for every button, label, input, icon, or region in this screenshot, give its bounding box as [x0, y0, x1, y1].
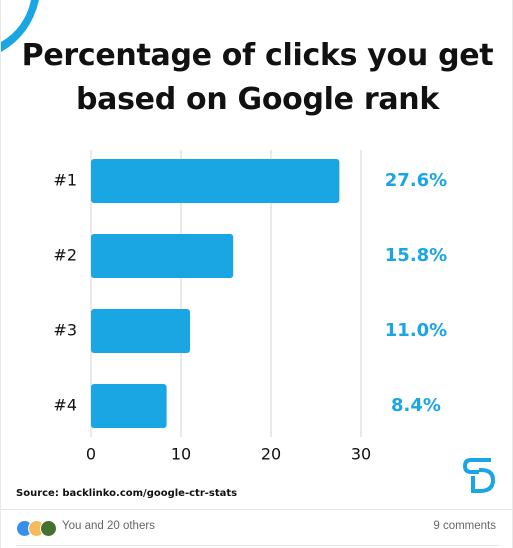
bar-rank-2	[91, 234, 234, 278]
category-label: #1	[53, 171, 77, 190]
value-label: 27.6%	[385, 170, 447, 191]
chart-title-line-2: based on Google rank	[76, 82, 439, 117]
bar-chart: #1 #2 #3 #4 27.6% 15.8% 11.0% 8.4% 0 10 20 30	[53, 150, 447, 464]
x-tick-label: 0	[86, 445, 96, 464]
support-icon	[40, 520, 57, 537]
x-tick-label: 10	[171, 445, 191, 464]
chart-title: Percentage of clicks you get based on Go…	[1, 34, 513, 122]
x-tick-label: 20	[261, 445, 281, 464]
decorative-corner-arc	[1, 0, 39, 52]
x-axis-tick-labels: 0 10 20 30	[86, 445, 371, 464]
category-label: #4	[53, 396, 77, 415]
value-label: 11.0%	[385, 320, 447, 341]
value-label: 8.4%	[391, 395, 441, 416]
bar-rank-4	[91, 384, 167, 428]
bar-rank-1	[91, 159, 340, 203]
bars	[91, 159, 340, 428]
bar-rank-3	[91, 309, 190, 353]
chart-title-line-1: Percentage of clicks you get	[21, 38, 494, 73]
category-label: #2	[53, 246, 77, 265]
source-note[interactable]: Source: backlinko.com/google-ctr-stats	[16, 488, 238, 499]
social-footer: You and 20 others 9 comments	[1, 509, 513, 548]
category-labels: #1 #2 #3 #4	[53, 171, 77, 415]
reactions-count-link[interactable]: You and 20 others	[62, 520, 155, 532]
value-labels: 27.6% 15.8% 11.0% 8.4%	[385, 170, 447, 416]
x-tick-label: 30	[351, 445, 371, 464]
footer-divider	[16, 545, 499, 546]
brand-logo-icon	[463, 458, 496, 493]
value-label: 15.8%	[385, 245, 447, 266]
category-label: #3	[53, 321, 77, 340]
comments-count-link[interactable]: 9 comments	[433, 520, 496, 532]
